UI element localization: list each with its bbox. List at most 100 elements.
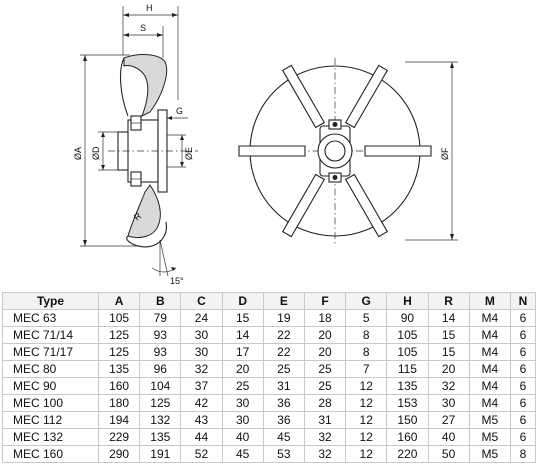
col-header-r: R (427, 292, 470, 310)
table-cell: M4 (468, 394, 512, 412)
table-cell: 12 (345, 377, 388, 395)
table-cell: 44 (180, 428, 223, 446)
table-cell: 24 (180, 309, 223, 327)
table-cell: 290 (97, 445, 141, 463)
table-cell-type: MEC 71/17 (2, 343, 99, 361)
table-cell: M5 (468, 411, 512, 429)
table-cell: 6 (510, 377, 536, 395)
table-cell: 25 (303, 377, 347, 395)
col-header-h: H (386, 292, 429, 310)
table-cell: 30 (180, 343, 223, 361)
table-cell: 5 (345, 309, 388, 327)
table-cell: 31 (262, 377, 305, 395)
table-cell: 42 (180, 394, 223, 412)
table-cell: 160 (97, 377, 141, 395)
table-cell-type: MEC 112 (2, 411, 99, 429)
fan-dimension-table: Type A B C D E F G H R M N MEC 63 105 79 24… (2, 292, 536, 463)
table-cell: 45 (221, 445, 264, 463)
table-cell: 20 (303, 343, 347, 361)
side-view: H S ØA ØD (73, 3, 198, 286)
table-cell: 14 (427, 309, 470, 327)
table-cell: 115 (386, 360, 429, 378)
table-cell: 125 (139, 394, 182, 412)
table-cell: 79 (139, 309, 182, 327)
col-header-c: C (180, 292, 223, 310)
table-cell-type: MEC 90 (2, 377, 99, 395)
dim-label-d: ØD (91, 146, 101, 160)
table-cell: 105 (386, 326, 429, 344)
table-cell: 36 (262, 394, 305, 412)
table-cell: 14 (221, 326, 264, 344)
table-cell: 6 (510, 309, 536, 327)
table-cell: 30 (221, 411, 264, 429)
table-cell: 12 (345, 428, 388, 446)
table-cell: 105 (97, 309, 141, 327)
table-cell: 135 (386, 377, 429, 395)
table-cell: M4 (468, 377, 512, 395)
dim-label-s: S (140, 23, 146, 33)
table-cell: 22 (262, 326, 305, 344)
table-cell-type: MEC 71/14 (2, 326, 99, 344)
table-cell-type: MEC 80 (2, 360, 99, 378)
dim-label-e: ØE (184, 147, 194, 160)
table-cell: 53 (262, 445, 305, 463)
front-view: ØF (238, 58, 458, 244)
table-cell: 22 (262, 343, 305, 361)
dim-label-angle: 15° (170, 276, 184, 286)
table-cell: 90 (386, 309, 429, 327)
table-cell: 18 (303, 309, 347, 327)
table-row: MEC 160 290 191 52 45 53 32 12 220 50 M5 8 (2, 445, 536, 463)
table-cell: 25 (262, 360, 305, 378)
table-cell: 93 (139, 326, 182, 344)
table-row: MEC 90 160 104 37 25 31 25 12 135 32 M4 6 (2, 377, 536, 395)
table-cell: 180 (97, 394, 141, 412)
table-cell: 31 (303, 411, 347, 429)
fan-blade (281, 64, 326, 129)
table-cell: 160 (386, 428, 429, 446)
table-cell-type: MEC 132 (2, 428, 99, 446)
table-cell: 37 (180, 377, 223, 395)
table-cell: 6 (510, 343, 536, 361)
table-cell: 8 (345, 343, 388, 361)
table-cell: 125 (97, 326, 141, 344)
table-cell: M5 (468, 428, 512, 446)
table-cell: 12 (345, 411, 388, 429)
table-cell: 40 (427, 428, 470, 446)
table-cell: 30 (427, 394, 470, 412)
fan-blade (281, 173, 326, 238)
table-cell: 25 (303, 360, 347, 378)
col-header-n: N (510, 292, 536, 310)
fan-blade (238, 145, 306, 157)
fan-blade (364, 145, 432, 157)
fan-blade (344, 173, 389, 238)
table-cell: 96 (139, 360, 182, 378)
table-body: MEC 63 105 79 24 15 19 18 5 90 14 M4 6 MEC 71/14 125 9… (2, 309, 536, 463)
table-cell: 32 (180, 360, 223, 378)
table-cell: 25 (221, 377, 264, 395)
table-cell: 125 (97, 343, 141, 361)
table-cell: 15 (427, 326, 470, 344)
fan-technical-drawing: H S ØA ØD (73, 3, 458, 286)
table-cell: 28 (303, 394, 347, 412)
table-cell: 135 (97, 360, 141, 378)
table-cell: 229 (97, 428, 141, 446)
table-cell: 17 (221, 343, 264, 361)
table-cell: M4 (468, 309, 512, 327)
fan-blades (238, 64, 432, 238)
table-cell: 50 (427, 445, 470, 463)
dim-label-a: ØA (73, 147, 83, 160)
table-cell: 6 (510, 428, 536, 446)
dim-label-h: H (146, 3, 153, 13)
table-row: MEC 132 229 135 44 40 45 32 12 160 40 M5 6 (2, 428, 536, 446)
table-cell: 8 (510, 445, 536, 463)
table-cell: 27 (427, 411, 470, 429)
table-cell: 45 (262, 428, 305, 446)
table-cell: 6 (510, 326, 536, 344)
table-cell: 32 (303, 445, 347, 463)
col-header-a: A (97, 292, 141, 310)
table-cell: 191 (139, 445, 182, 463)
dim-label-f: ØF (440, 147, 450, 160)
table-cell: 30 (180, 326, 223, 344)
table-cell-type: MEC 100 (2, 394, 99, 412)
table-cell: 52 (180, 445, 223, 463)
